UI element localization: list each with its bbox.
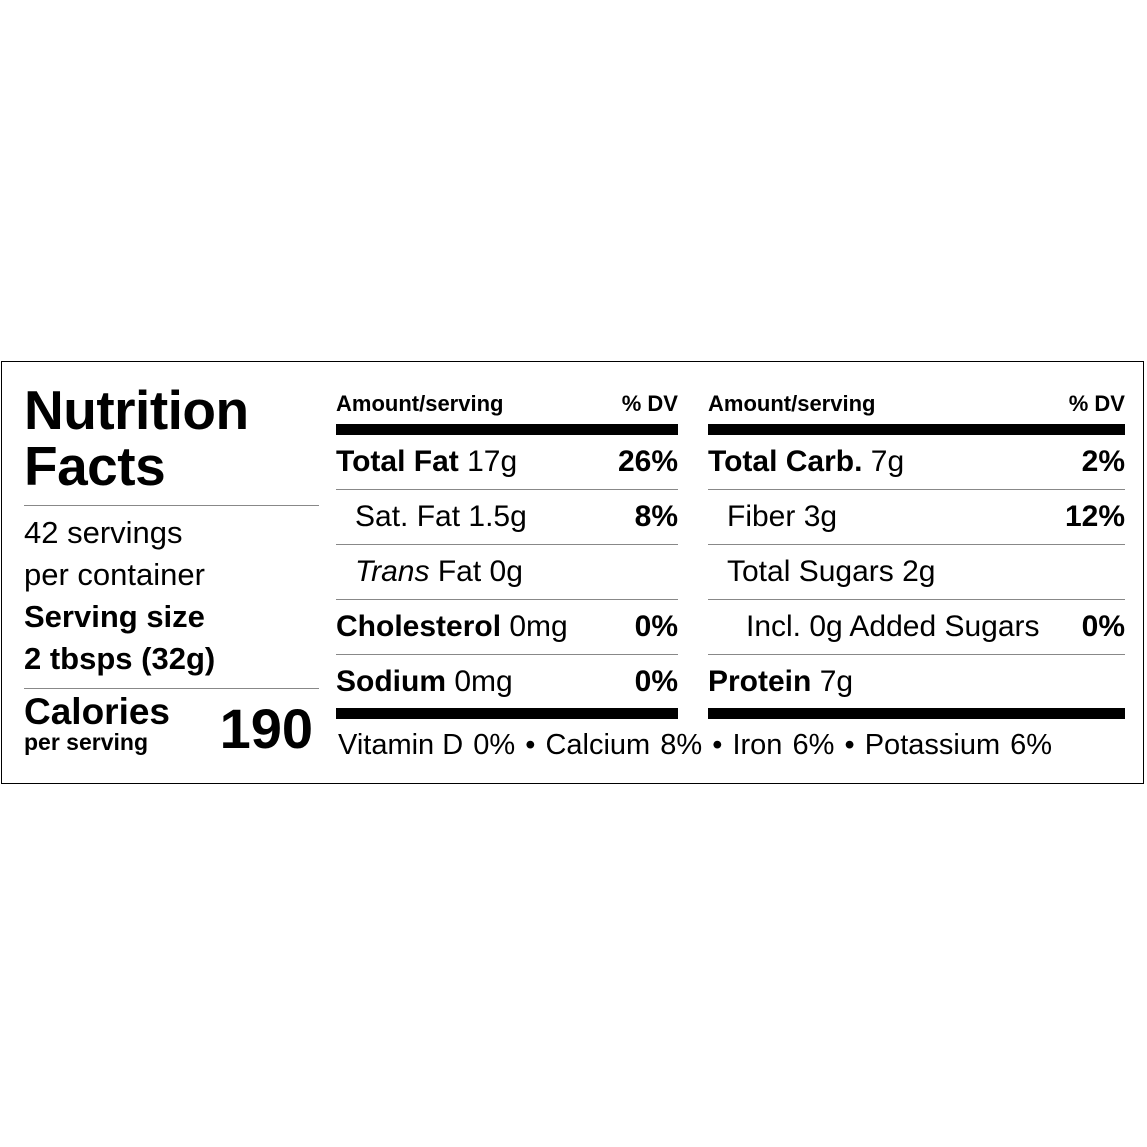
right-rows-4-name: Protein xyxy=(708,664,812,698)
label-header-column: Nutrition Facts 42 servings per containe… xyxy=(24,362,319,760)
title-line: Nutrition xyxy=(24,379,249,441)
nutrition-facts-label: Nutrition Facts 42 servings per containe… xyxy=(1,361,1144,784)
serving-size-value: 2 tbsps (32g) xyxy=(24,641,216,676)
right-rows-1-name: Fiber xyxy=(727,500,796,533)
separator: • xyxy=(844,729,855,761)
title-line: Facts xyxy=(24,435,166,497)
vitamins-3-name: Potassium xyxy=(864,729,1001,761)
separator: • xyxy=(525,729,536,761)
divider xyxy=(24,505,319,506)
left-rows-2-name: Trans xyxy=(355,555,430,588)
thick-bar xyxy=(336,708,678,719)
label-title: Nutrition Facts xyxy=(24,382,319,494)
thick-bar xyxy=(708,708,1125,719)
nutrient-row: Cholesterol 0mg 0% xyxy=(336,600,678,655)
left-rows-1-name: Sat. Fat xyxy=(355,500,461,533)
left-rows-0-name: Total Fat xyxy=(336,445,459,478)
amount-header: Amount/serving xyxy=(708,391,876,416)
vitamins-2-value: 6% xyxy=(792,729,835,761)
dv-header: % DV xyxy=(621,391,678,416)
servings-per-container: 42 servings per container Serving size 2… xyxy=(24,512,319,680)
servings-unit: per container xyxy=(24,557,205,592)
left-rows-1-amount: 1.5g xyxy=(468,500,527,533)
calories-sub: per serving xyxy=(24,729,148,755)
left-rows-3-name: Cholesterol xyxy=(336,610,502,643)
vitamins-minerals: Vitamin D 0% • Calcium 8% • Iron 6% • Po… xyxy=(338,729,1054,762)
left-rows-3-amount: 0mg xyxy=(509,610,568,643)
left-rows-4-amount: 0mg xyxy=(454,664,513,698)
amount-header: Amount/serving xyxy=(336,391,504,416)
right-rows-2-amount: 2g xyxy=(902,555,936,588)
right-rows-3-name: Incl. 0g Added Sugars xyxy=(746,610,1040,643)
nutrient-row: Fiber 3g 12% xyxy=(708,490,1125,545)
right-rows-0-name: Total Carb. xyxy=(708,445,863,478)
nutrient-row: Total Carb. 7g 2% xyxy=(708,435,1125,490)
right-rows-0-dv: 2% xyxy=(1081,445,1125,478)
vitamins-0-value: 0% xyxy=(473,729,516,761)
calories-label: Calories xyxy=(24,691,171,732)
thick-bar xyxy=(708,424,1125,435)
left-rows-1-dv: 8% xyxy=(634,500,678,533)
left-rows-3-dv: 0% xyxy=(634,610,678,643)
divider xyxy=(24,688,319,689)
nutrient-row: Protein 7g xyxy=(708,655,1125,708)
right-rows-2-name: Total Sugars xyxy=(727,555,894,588)
vitamins-1-value: 8% xyxy=(660,729,703,761)
left-rows-0-amount: 17g xyxy=(467,445,518,478)
left-rows-2-name-rest: Fat xyxy=(437,555,482,588)
nutrient-row: Total Fat 17g 26% xyxy=(336,435,678,490)
right-rows-4-amount: 7g xyxy=(819,664,854,698)
vitamins-2-name: Iron xyxy=(732,729,783,761)
left-rows-4-name: Sodium xyxy=(336,664,446,698)
right-rows-0-amount: 7g xyxy=(870,445,905,478)
left-rows-2-amount: 0g xyxy=(489,555,523,588)
nutrient-row: Incl. 0g Added Sugars 0% xyxy=(708,600,1125,655)
calories-value: 190 xyxy=(219,697,313,760)
serving-size-label: Serving size xyxy=(24,599,205,634)
separator: • xyxy=(712,729,723,761)
nutrients-column-left: Amount/serving % DV Total Fat 17g 26% Sat.… xyxy=(336,384,678,719)
left-rows-0-dv: 26% xyxy=(617,445,678,478)
thick-bar xyxy=(336,424,678,435)
calories: Calories per serving 190 xyxy=(24,691,319,760)
left-rows-4-dv: 0% xyxy=(634,664,678,698)
dv-header: % DV xyxy=(1068,391,1125,416)
nutrient-row: Total Sugars 2g xyxy=(708,545,1125,600)
vitamins-0-name: Vitamin D xyxy=(338,729,464,761)
right-rows-1-amount: 3g xyxy=(803,500,838,533)
nutrient-row: Trans Fat 0g xyxy=(336,545,678,600)
right-rows-3-dv: 0% xyxy=(1081,610,1125,643)
servings-count: 42 servings xyxy=(24,515,183,550)
right-rows-1-dv: 12% xyxy=(1064,500,1125,533)
vitamins-3-value: 6% xyxy=(1010,729,1053,761)
nutrient-row: Sodium 0mg 0% xyxy=(336,655,678,708)
vitamins-1-name: Calcium xyxy=(545,729,651,761)
nutrient-row: Sat. Fat 1.5g 8% xyxy=(336,490,678,545)
nutrients-column-right: Amount/serving % DV Total Carb. 7g 2% Fibe… xyxy=(708,384,1125,719)
